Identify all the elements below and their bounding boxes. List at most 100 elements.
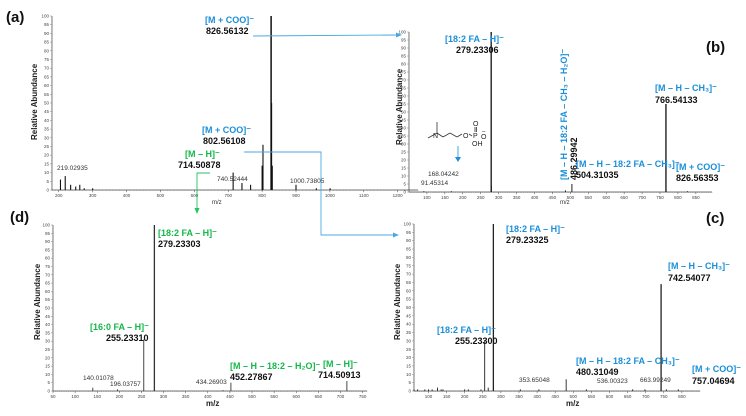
x-tick-label: 750: [656, 195, 664, 200]
connector-714-to-d: [196, 172, 210, 210]
x-tick-label: 350: [182, 394, 190, 399]
x-tick-label: 1200: [393, 193, 404, 198]
axes-d: 0 5 10 15 20 25 30 35 40 45 50 55 60 65 70 75 80 85 90 95 10…: [42, 223, 368, 399]
x-tick-label: 500: [570, 394, 578, 399]
x-tick-label: 600: [191, 193, 199, 198]
x-tick-label: 650: [624, 394, 632, 399]
y-tick-label: 95: [401, 38, 407, 43]
x-tick-label: 500: [567, 195, 575, 200]
y-tick-label: 30: [406, 338, 412, 343]
ion-label-714-d: [M – H]⁻: [323, 359, 358, 369]
y-tick-label: 80: [44, 48, 50, 53]
y-tick-label: 20: [406, 355, 412, 360]
x-tick-label: 250: [477, 195, 485, 200]
x-tick-label: 250: [479, 394, 487, 399]
phosphocholine-fragment-structure: [427, 122, 477, 162]
ion-label-504: [M – H – 18:2 FA – CH₃]⁻: [576, 159, 680, 169]
y-tick-label: 60: [406, 288, 412, 293]
mz-label-663: 663.99249: [640, 377, 671, 384]
x-axis-label-a: m/z: [212, 200, 222, 206]
y-tick-label: 10: [401, 174, 407, 179]
y-tick-label: 65: [406, 280, 412, 285]
atom-o-ester: O: [463, 133, 469, 140]
x-tick-label: 300: [495, 195, 503, 200]
peaks-b: [423, 32, 688, 192]
mz-label-802: 802.56108: [203, 136, 246, 146]
y-tick-label: 100: [41, 14, 49, 19]
x-tick-label: 450: [549, 195, 557, 200]
x-tick-label: 100: [423, 195, 431, 200]
y-tick-label: 10: [45, 372, 51, 377]
y-tick-label: 40: [44, 118, 50, 123]
y-tick-label: 60: [45, 289, 51, 294]
y-tick-label: 65: [45, 281, 51, 286]
ion-label-757: [M + COO]⁻: [692, 364, 741, 374]
x-tick-label: 300: [497, 394, 505, 399]
x-tick-label: 200: [459, 195, 467, 200]
y-tick-label: 25: [45, 347, 51, 352]
y-tick-label: 15: [44, 161, 50, 166]
y-tick-label: 55: [45, 297, 51, 302]
y-tick-label: 35: [44, 127, 50, 132]
mz-label-742: 742.54077: [668, 273, 711, 283]
x-tick-label: 600: [606, 394, 614, 399]
y-tick-label: 90: [45, 239, 51, 244]
y-tick-label: 50: [44, 101, 50, 106]
x-tick-label: 300: [89, 193, 97, 198]
x-tick-label: 350: [513, 195, 521, 200]
panel-label-d: (d): [10, 209, 29, 226]
mz-label-504: 504.31035: [576, 170, 619, 180]
y-axis-label-a: Relative Abundance: [30, 63, 39, 140]
ion-label-486: [M – H – 18:2 FA – CH₃ – H₂O]⁻: [559, 49, 569, 180]
x-tick-label: 150: [93, 394, 101, 399]
ion-label-18-2-fa-b: [18:2 FA – H]⁻: [445, 34, 504, 44]
charge-minus: –: [482, 129, 486, 135]
atom-n: N: [433, 133, 438, 140]
mz-label-714-d: 714.50913: [318, 370, 361, 380]
x-tick-label: 600: [292, 394, 300, 399]
y-tick-label: 90: [44, 31, 50, 36]
x-tick-label: 150: [443, 394, 451, 399]
mz-label-219: 219.02935: [57, 165, 88, 172]
peaks-d: [92, 225, 348, 391]
y-tick-label: 15: [401, 166, 407, 171]
ion-label-18-2-fa-279-c: [18:2 FA – H]⁻: [506, 224, 565, 234]
arrow-head-to-c: [393, 232, 399, 238]
mz-label-1000: 1000.73805: [290, 178, 325, 185]
x-tick-label: 650: [315, 394, 323, 399]
x-tick-label: 800: [258, 193, 266, 198]
y-tick-label: 60: [401, 94, 407, 99]
y-tick-label: 75: [44, 57, 50, 62]
x-tick-label: 300: [160, 394, 168, 399]
x-tick-label: 750: [660, 394, 668, 399]
connector-826-to-b: [252, 34, 399, 37]
x-tick-label: 1000: [325, 193, 336, 198]
panel-c: 0 5 10 15 20 25 30 35 40 45 50 55 60 65 70 75 80 85 90 95 10…: [393, 222, 741, 409]
y-tick-label: 55: [401, 102, 407, 107]
axes-b: 0 5 10 15 20 25 30 35 40 45 50 55 60 65 70 75 80 85 90 95 10…: [398, 30, 713, 200]
y-axis-label-b: Relative Abundance: [395, 68, 404, 145]
x-tick-label: 850: [692, 195, 700, 200]
y-tick-label: 55: [406, 297, 412, 302]
y-tick-label: 30: [401, 142, 407, 147]
x-axis-label-d: m/z: [206, 399, 219, 408]
ion-label-742: [M – H – CH₃]⁻: [668, 261, 730, 271]
axes-c: 0 5 10 15 20 25 30 35 40 45 50 55 60 65 70 75 80 85 90 95 10…: [403, 222, 701, 399]
x-tick-label: 200: [55, 193, 63, 198]
mz-label-740: 740.52444: [217, 176, 248, 183]
y-tick-label: 5: [408, 380, 411, 385]
ion-label-452: [M – H – 18:2 – H₂O]⁻: [230, 361, 321, 371]
x-tick-label: 800: [674, 195, 682, 200]
y-tick-label: 20: [44, 153, 50, 158]
x-tick-label: 750: [359, 394, 367, 399]
y-tick-label: 65: [44, 74, 50, 79]
x-tick-label: 550: [270, 394, 278, 399]
y-tick-label: 15: [45, 364, 51, 369]
y-tick-label: 80: [406, 255, 412, 260]
y-tick-label: 100: [42, 223, 50, 228]
y-tick-label: 80: [401, 62, 407, 67]
panel-a: 0510152025303540455055606570758085909510…: [30, 14, 419, 206]
y-tick-label: 95: [44, 22, 50, 27]
mz-label-279-b: 279.23306: [456, 45, 499, 55]
